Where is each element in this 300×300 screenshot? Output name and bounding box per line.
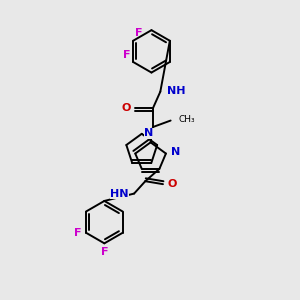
Text: O: O <box>121 103 130 113</box>
Text: F: F <box>123 50 131 60</box>
Text: O: O <box>167 179 176 189</box>
Text: CH₃: CH₃ <box>179 115 196 124</box>
Text: N: N <box>145 128 154 138</box>
Text: N: N <box>171 147 180 158</box>
Text: HN: HN <box>110 189 129 199</box>
Text: F: F <box>100 248 108 257</box>
Text: NH: NH <box>167 85 185 95</box>
Text: F: F <box>136 28 143 38</box>
Text: F: F <box>74 228 82 238</box>
